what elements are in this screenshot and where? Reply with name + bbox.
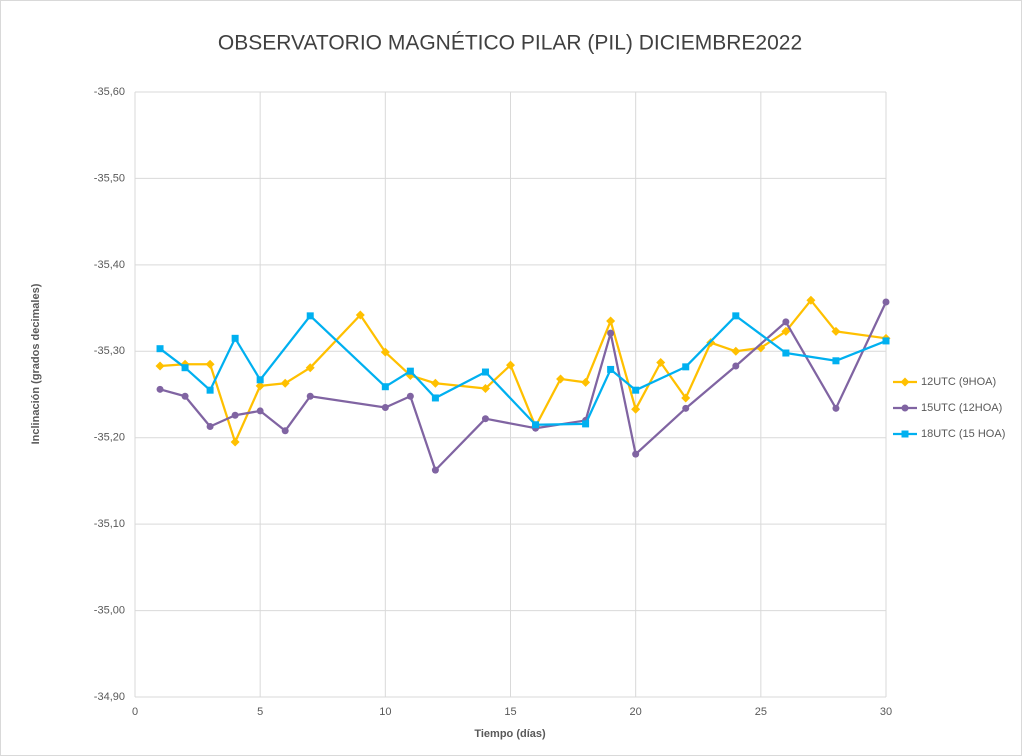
y-tick-label: -35,50 xyxy=(94,172,125,184)
marker xyxy=(430,378,440,388)
x-tick-label: 20 xyxy=(630,706,642,718)
marker xyxy=(681,393,691,403)
marker xyxy=(255,381,265,391)
marker xyxy=(682,404,690,412)
legend-marker xyxy=(901,404,909,412)
marker xyxy=(607,365,615,373)
marker xyxy=(731,346,741,356)
marker xyxy=(230,437,240,447)
marker xyxy=(632,450,640,458)
marker xyxy=(506,360,515,370)
legend-marker xyxy=(901,430,909,438)
marker xyxy=(181,364,189,372)
marker xyxy=(732,362,740,370)
y-tick-label: -35,10 xyxy=(94,518,125,530)
marker xyxy=(380,347,390,357)
marker xyxy=(306,392,314,400)
marker xyxy=(431,466,439,474)
legend-label: 18UTC (15 HOA) xyxy=(921,428,1005,440)
marker xyxy=(480,383,490,393)
marker xyxy=(205,359,215,369)
marker xyxy=(631,404,641,414)
marker xyxy=(832,404,840,412)
marker xyxy=(782,349,790,357)
marker xyxy=(381,403,389,411)
legend-marker xyxy=(900,377,910,387)
x-tick-label: 5 xyxy=(257,706,263,718)
marker xyxy=(406,392,414,400)
marker xyxy=(532,421,540,429)
marker xyxy=(556,374,566,384)
marker xyxy=(606,316,616,326)
marker xyxy=(406,367,414,375)
marker xyxy=(256,376,264,384)
marker xyxy=(306,312,314,320)
marker xyxy=(682,363,690,371)
marker xyxy=(206,386,214,394)
marker xyxy=(381,383,389,391)
marker xyxy=(181,392,189,400)
y-tick-label: -35,30 xyxy=(94,345,125,357)
marker xyxy=(231,334,239,342)
y-tick-label: -35,00 xyxy=(94,604,125,616)
x-tick-label: 15 xyxy=(504,706,516,718)
marker xyxy=(481,368,489,376)
x-tick-label: 30 xyxy=(880,706,892,718)
marker xyxy=(281,427,289,435)
marker xyxy=(782,318,790,326)
marker xyxy=(256,407,264,415)
marker xyxy=(582,420,590,428)
x-tick-label: 0 xyxy=(132,706,138,718)
marker xyxy=(832,357,840,365)
marker xyxy=(155,361,165,371)
x-axis-title: Tiempo (días) xyxy=(474,728,546,740)
marker xyxy=(156,385,164,393)
chart-title: OBSERVATORIO MAGNÉTICO PILAR (PIL) DICIE… xyxy=(218,32,802,55)
y-tick-label: -35,20 xyxy=(94,432,125,444)
y-tick-label: -34,90 xyxy=(94,691,125,703)
marker xyxy=(231,411,239,419)
series-line xyxy=(159,301,888,472)
marker xyxy=(607,329,615,337)
marker xyxy=(806,295,816,305)
marker xyxy=(831,326,841,336)
marker xyxy=(732,312,740,320)
marker xyxy=(882,298,890,306)
marker xyxy=(656,358,666,368)
y-axis-title: Inclinación (grados decimales) xyxy=(30,283,42,444)
marker xyxy=(280,378,290,388)
marker xyxy=(156,345,164,353)
marker xyxy=(355,310,365,320)
x-tick-label: 10 xyxy=(379,706,391,718)
marker xyxy=(206,422,214,430)
marker xyxy=(781,326,791,336)
y-tick-label: -35,60 xyxy=(94,86,125,98)
marker xyxy=(431,394,439,402)
marker xyxy=(581,377,591,387)
y-tick-label: -35,40 xyxy=(94,259,125,271)
marker xyxy=(481,415,489,423)
x-tick-label: 25 xyxy=(755,706,767,718)
legend-label: 12UTC (9HOA) xyxy=(921,376,996,388)
marker xyxy=(305,363,315,373)
marker xyxy=(632,386,640,394)
marker xyxy=(882,337,890,345)
legend-label: 15UTC (12HOA) xyxy=(921,402,1002,414)
